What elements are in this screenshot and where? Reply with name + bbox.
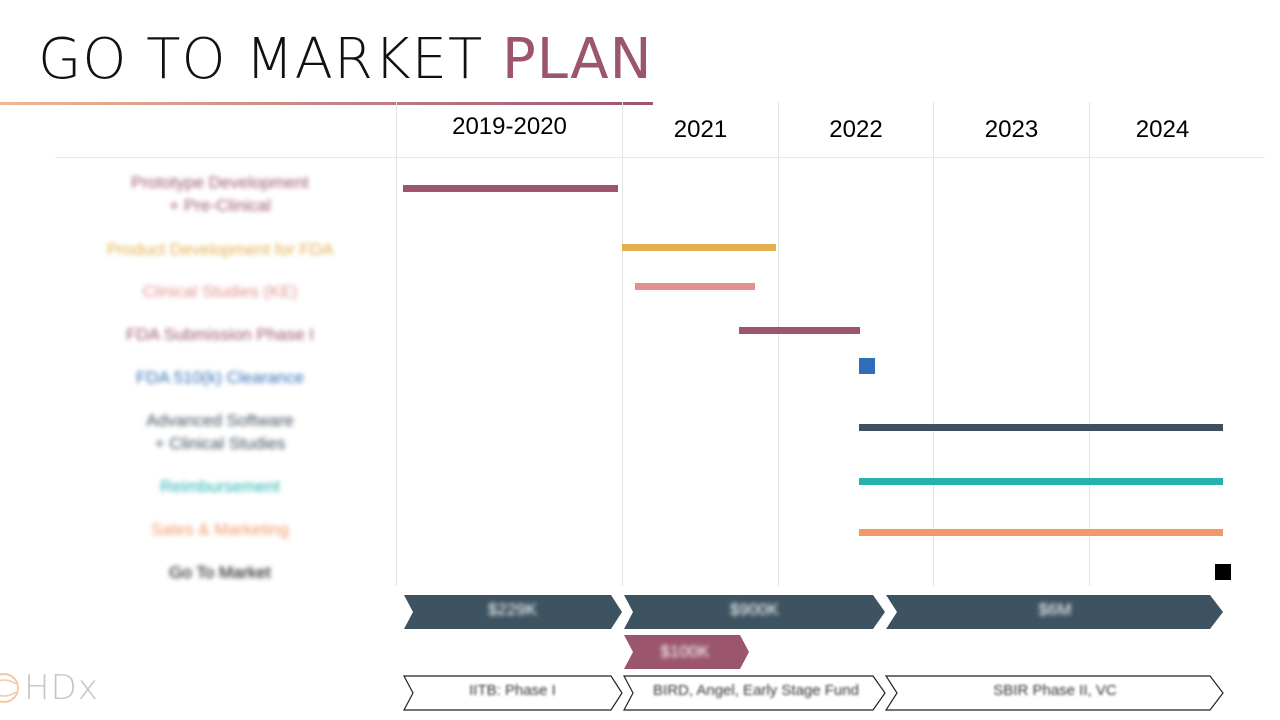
task-label-fda-clearance: FDA 510(k) Clearance (135, 368, 305, 387)
logo-text: HDx (24, 668, 99, 708)
funding-source-1: IITB: Phase I (469, 682, 556, 699)
year-header-2022: 2022 (829, 116, 883, 143)
source-arrow-3 (884, 675, 1224, 711)
funding-amount-2: $900K (729, 600, 780, 619)
logo-icon (0, 673, 19, 703)
page-title: GO TO MARKET PLAN (38, 26, 652, 93)
source-arrow-2 (623, 675, 886, 711)
task-label-prototype-development: Prototype Development + Pre-Clinical (131, 173, 309, 215)
funding-amount-additional: $100K (660, 642, 710, 661)
task-label-reimbursement: Reimbursement (160, 477, 280, 496)
year-header-2021: 2021 (673, 116, 728, 143)
title-main: GO TO MARKET (38, 27, 484, 92)
funding-source-3: SBIR Phase II, VC (993, 682, 1117, 699)
funding-arrow-3 (886, 595, 1223, 629)
funding-arrow-1 (404, 595, 622, 629)
source-arrow-1 (403, 675, 623, 711)
task-bar-reimbursement (859, 478, 1223, 485)
task-label-advanced-software: Advanced Software + Clinical Studies (146, 411, 294, 453)
task-label-go-to-market: Go To Market (169, 563, 271, 582)
milestone-go-to-market (1215, 564, 1231, 580)
header-divider (55, 157, 1265, 158)
grid-line (778, 102, 779, 586)
year-header-2024: 2024 (1135, 116, 1190, 143)
funding-arrow-additional (624, 635, 749, 669)
company-logo: HDx (0, 668, 99, 708)
funding-diagram (403, 595, 1224, 711)
task-bar-product-development (622, 244, 776, 251)
year-header-2023: 2023 (984, 116, 1039, 143)
year-header-2019-2020: 2019-2020 (452, 113, 567, 140)
task-label-fda-submission: FDA Submission Phase I (125, 325, 315, 344)
milestone-fda-clearance (859, 358, 875, 374)
funding-source-2: BIRD, Angel, Early Stage Fund (653, 682, 859, 699)
task-label-clinical-studies: Clinical Studies (KE) (142, 282, 298, 301)
task-bar-fda-submission (739, 327, 860, 334)
task-bar-prototype-development (403, 185, 618, 192)
grid-line (933, 102, 934, 586)
title-accent: PLAN (502, 27, 653, 92)
task-label-product-development: Product Development for FDA (106, 240, 334, 259)
grid-line (1089, 102, 1090, 586)
task-label-sales-marketing: Sales & Marketing (151, 520, 289, 539)
task-bar-advanced-software (859, 424, 1223, 431)
task-bar-sales-marketing (859, 529, 1223, 536)
funding-arrow-2 (624, 595, 885, 629)
funding-amount-3: $6M (1038, 600, 1072, 619)
grid-line (622, 102, 623, 586)
grid-line (396, 102, 397, 586)
funding-amount-1: $229K (487, 600, 538, 619)
title-underline (0, 102, 653, 105)
task-bar-clinical-studies (635, 283, 755, 290)
